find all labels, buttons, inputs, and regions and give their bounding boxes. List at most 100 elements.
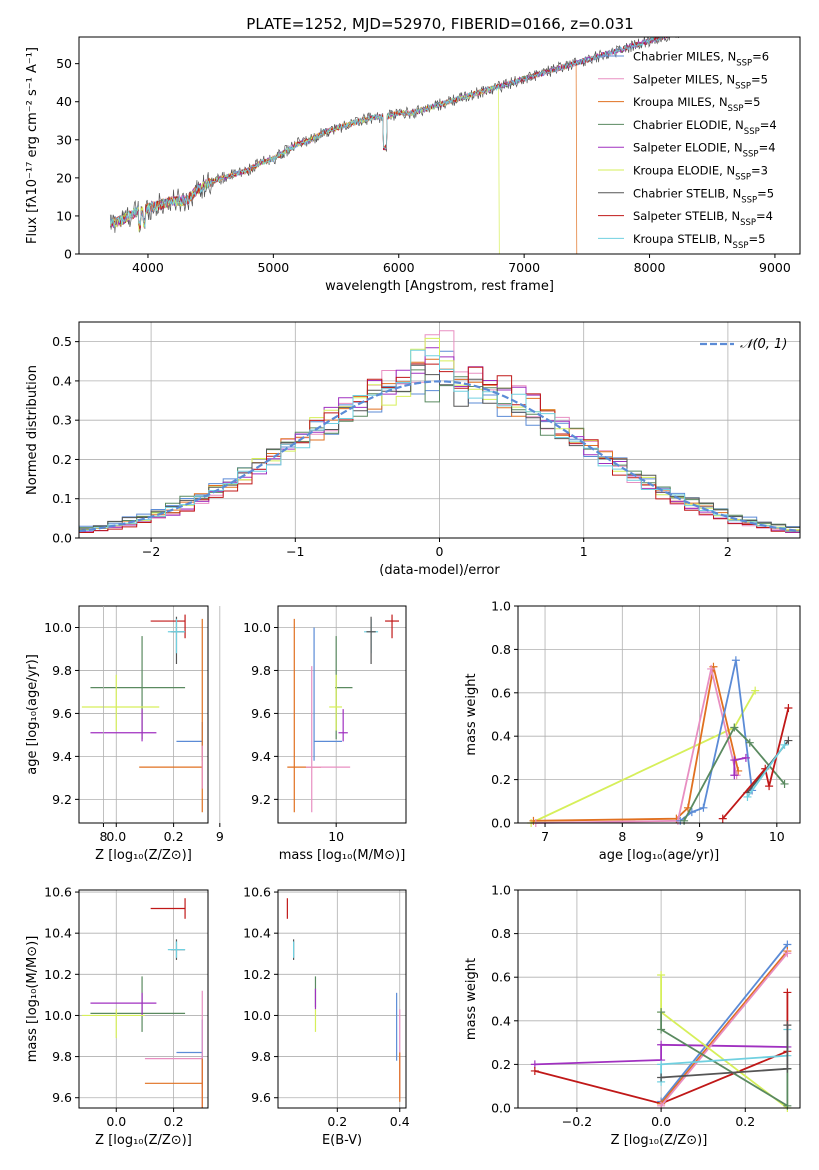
y-tick-label: 0.1 [52,491,72,506]
plot-area [286,898,401,1102]
y-tick-label: 1.0 [491,599,511,614]
point-marker [699,803,708,812]
errorbar-kroupa-stelib [167,618,186,654]
errorbar-kroupa-elodie [81,674,160,731]
y-tick-label: 10.0 [243,620,271,635]
point-marker [730,771,739,780]
x-tick-label: 8000 [634,260,666,275]
x-tick-label: 0.2 [735,1114,755,1129]
x-tick-label: 8 [618,829,626,844]
axes-frame [78,605,209,824]
legend-entry-normal: 𝒩(0, 1) [740,337,787,352]
y-tick-label: 1.0 [491,883,511,898]
axes-frame [78,321,801,539]
errorbar-chabrier-elodie [90,636,186,740]
x-tick-label: 7000 [508,260,540,275]
y-tick-label: 0.6 [491,970,511,985]
axes-frame [517,605,801,824]
y-tick-label: 40 [56,94,72,109]
series-line [535,668,738,824]
y-axis-label: mass weight [464,958,479,1040]
point-marker [780,740,789,749]
errorbar-chabrier-stelib [366,616,376,665]
y-tick-label: 10.6 [243,885,271,900]
point-marker [530,1066,539,1075]
x-axis-label: age [log₁₀(age/yr)] [599,848,720,863]
errorbar-salpeter-stelib [385,614,400,639]
legend-entry-chabrier-stelib: Chabrier STELIB, NSSP=5 [633,186,774,205]
x-tick-label: −2 [142,544,160,559]
x-tick-label: 1 [580,544,588,559]
x-axis-label: wavelength [Angstrom, rest frame] [325,279,554,294]
point-marker [657,1008,666,1017]
chart-mass-vs-ebv: 0.2 0.4 9.6 9.8 10.0 10.2 10.4 10.6 E(B-V) [243,885,410,1148]
y-tick-label: 10.0 [243,1008,271,1023]
plot-area [527,656,793,827]
point-marker [730,756,739,765]
series-salpeter-elodie [730,753,750,780]
series-chabrier-stelib [657,1021,792,1082]
legend-entry-chabrier-miles: Chabrier MILES, NSSP=6 [633,50,769,69]
x-tick-label: 6000 [383,260,415,275]
x-axis-label: Z [log₁₀(Z/Z⊙)] [611,1133,708,1148]
chart-spectrum: 4000 5000 6000 7000 8000 9000 0 10 20 30 40 50 wavel… [25,36,801,294]
y-tick-label: 9.6 [251,1090,271,1105]
errorbar-kroupa-miles [139,618,203,813]
point-marker [784,703,793,712]
x-tick-label: 9000 [759,260,791,275]
spectrum-line-salpeter-stelib [110,37,668,231]
point-marker [657,1073,666,1082]
x-tick-label: 5000 [257,260,289,275]
series-line [534,1043,788,1066]
point-marker [765,782,774,791]
axes-frame [277,605,407,824]
x-tick-label: 10 [328,829,344,844]
point-marker [657,1060,666,1069]
point-marker [743,792,752,801]
x-axis-label: mass [log₁₀(M/M⊙)] [279,848,406,863]
spectrum-line-kroupa-miles [110,61,738,254]
point-marker [680,816,689,825]
errorbar-salpeter-stelib [150,614,186,639]
y-tick-label: 0 [64,247,72,262]
x-tick-label: 9 [696,829,704,844]
point-marker [657,1025,666,1034]
x-tick-label: 8 [99,829,107,844]
spectrum-legend: Chabrier MILES, NSSP=6 Salpeter MILES, NS… [598,50,777,251]
y-tick-label: 10.2 [243,967,271,982]
y-tick-label: 0.2 [491,772,511,787]
y-tick-label: 9.6 [251,706,271,721]
y-tick-label: 10.0 [44,1008,72,1023]
y-tick-label: 0.4 [491,729,511,744]
y-tick-label: 9.8 [251,1049,271,1064]
x-tick-label: 4000 [132,260,164,275]
legend-entry-salpeter-stelib: Salpeter STELIB, NSSP=4 [633,209,773,228]
histogram-kroupa-stelib [79,349,800,532]
point-marker [657,1040,666,1049]
legend-entry-kroupa-miles: Kroupa MILES, NSSP=5 [633,95,760,114]
y-tick-label: 10.2 [44,967,72,982]
y-axis-label: Flux [fλ10⁻¹⁷ erg cm⁻² s⁻¹ A⁻¹] [25,47,40,244]
series-chabrier-miles [657,940,792,1106]
x-tick-label: 0.0 [106,829,126,844]
axes-frame [277,889,407,1109]
y-tick-label: 10.6 [44,885,72,900]
y-tick-label: 10 [56,208,72,223]
y-tick-label: 10.4 [44,926,72,941]
chart-weight-vs-z: −0.2 0.0 0.2 0.0 0.2 0.4 0.6 0.8 1.0 Z [log₁₀(Z/Z… [464,883,801,1148]
chart-age-vs-mass: 8 9 10 9.2 9.4 9.6 9.8 10.0 mass [log₁₀(M/M⊙)] [99,605,407,863]
chart-age-vs-z: 0.0 0.2 9.2 9.4 9.6 9.8 10.0 Z [log₁₀(Z/Z⊙)] age… [25,605,209,863]
histogram-salpeter-miles [79,330,800,533]
x-tick-label: 0.2 [164,829,184,844]
legend-entry-salpeter-elodie: Salpeter ELODIE, NSSP=4 [633,141,776,160]
y-axis-label: mass [log₁₀(M/M⊙)] [25,936,40,1063]
plots-layer: 4000 5000 6000 7000 8000 900001020304050wavel… [25,36,801,1148]
x-tick-label: 0.0 [651,1114,671,1129]
y-tick-label: 0.2 [491,1057,511,1072]
series-line [660,1012,789,1108]
y-tick-label: 9.8 [251,663,271,678]
errorbar-salpeter-miles [305,666,351,813]
errorbar-kroupa-elodie [329,674,342,731]
point-marker [783,1021,792,1030]
